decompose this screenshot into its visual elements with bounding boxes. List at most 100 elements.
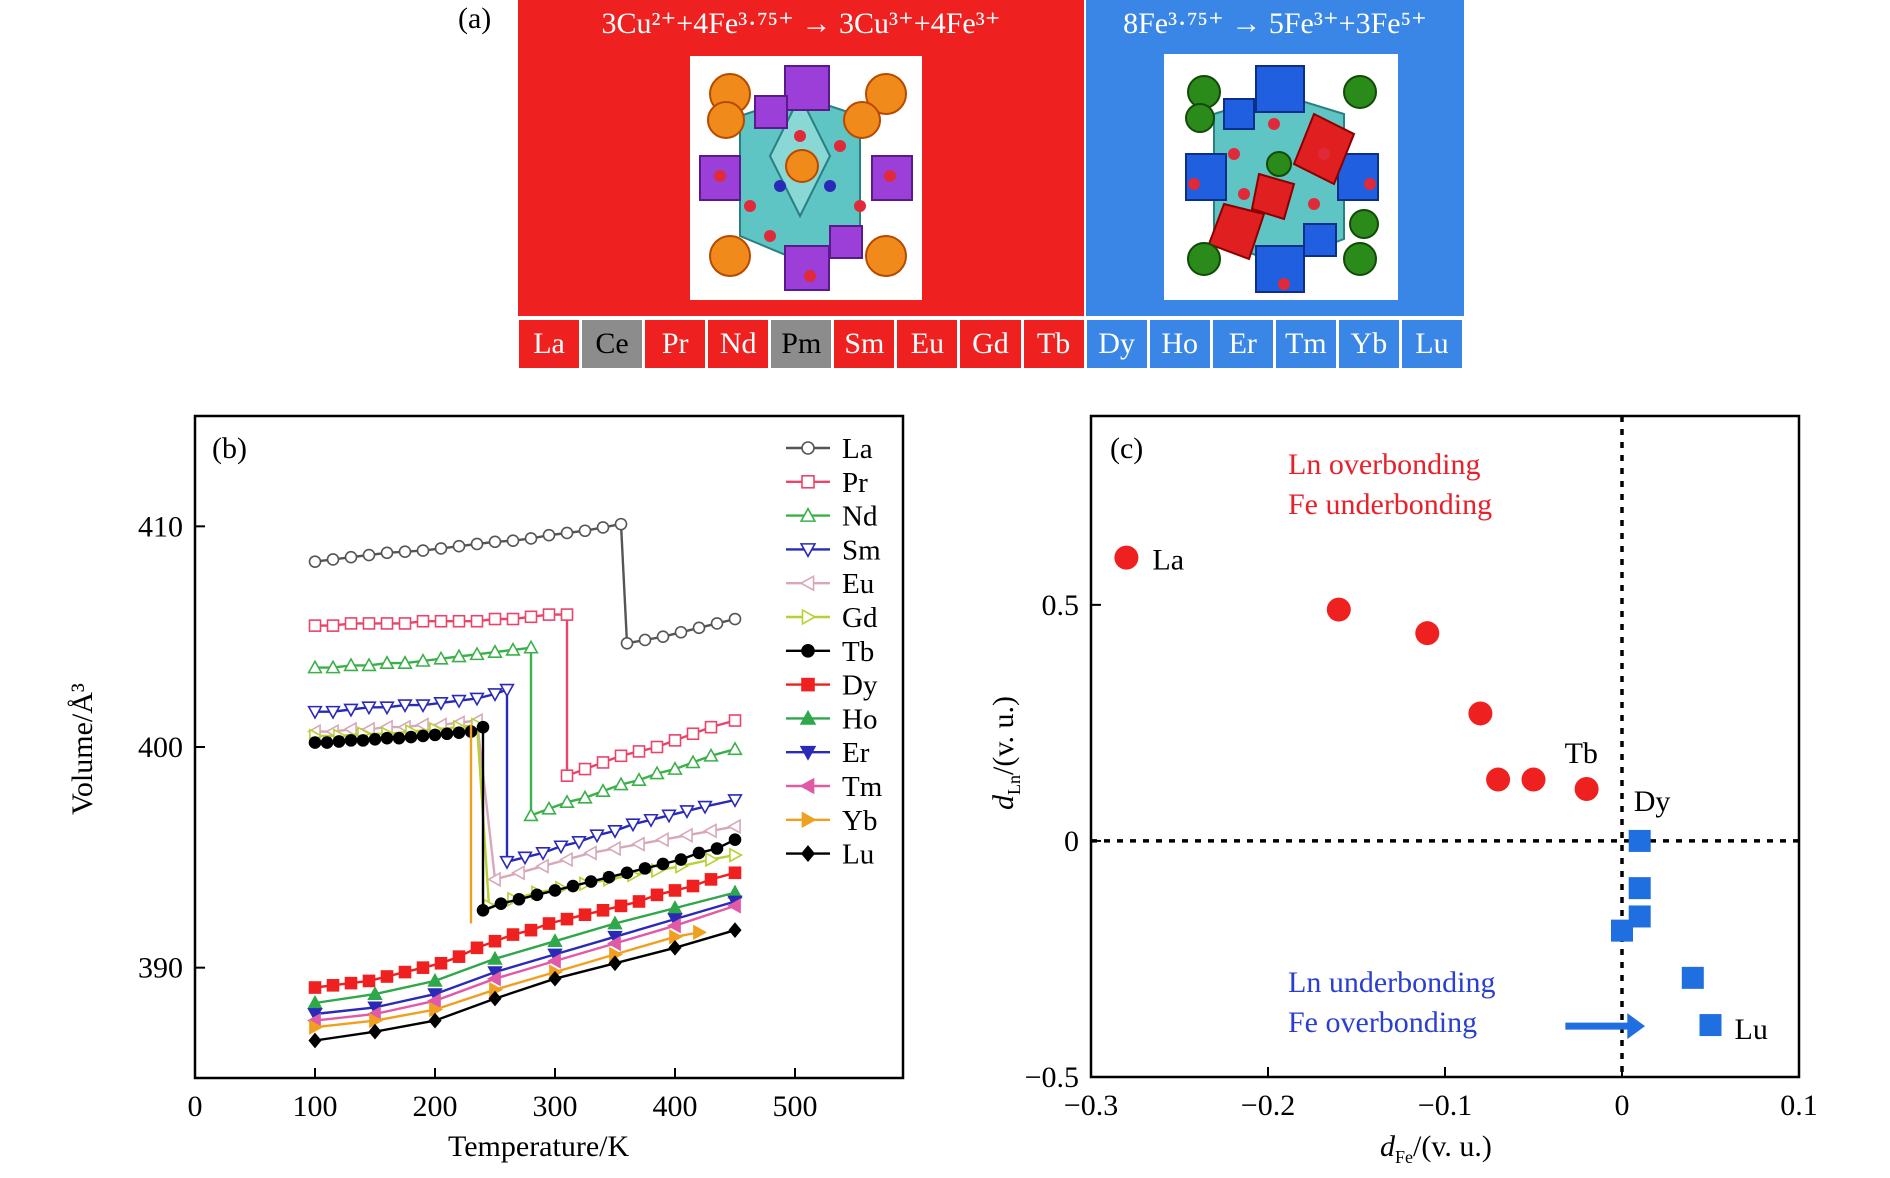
element-cell-ho: Ho	[1149, 320, 1210, 368]
data-point-tb	[452, 726, 466, 739]
data-point-la	[728, 612, 742, 626]
data-point-tb	[368, 732, 382, 746]
legend-marker-yb	[801, 811, 817, 829]
data-point-eu	[583, 845, 597, 861]
data-point-tb	[584, 875, 598, 888]
data-point-lu	[548, 970, 562, 987]
data-point-tb	[728, 833, 742, 846]
x-tick-label: −0.2	[1241, 1089, 1295, 1122]
red-data-point	[1574, 776, 1599, 801]
data-point-tm	[607, 935, 621, 952]
data-point-sm	[643, 813, 659, 828]
point-label-lu: Lu	[1735, 1013, 1768, 1046]
data-point-ho	[307, 995, 323, 1009]
data-point-dy	[506, 928, 520, 941]
data-point-tb	[710, 842, 724, 855]
chart-c-ylabel-sub: Ln	[1004, 774, 1024, 795]
right-reaction-equation: 8Fe³·⁷⁵⁺ → 5Fe³⁺+3Fe⁵⁺	[1123, 7, 1427, 40]
data-point-lu	[668, 939, 682, 956]
y-tick-label: 400	[138, 731, 183, 764]
series-line-tm	[314, 904, 736, 1022]
data-point-nd	[649, 765, 665, 780]
data-point-sm	[535, 847, 551, 861]
data-point-nd	[469, 646, 485, 661]
y-tick-label: 410	[138, 510, 183, 543]
data-point-dy	[578, 908, 592, 922]
data-point-nd	[397, 655, 413, 670]
legend-marker-pr	[801, 475, 815, 489]
data-point-tm	[487, 971, 501, 987]
legend-marker-dy	[801, 677, 815, 692]
legend-marker-nd	[799, 507, 817, 522]
data-point-la	[506, 534, 520, 547]
panel-b-label: (b)	[212, 432, 247, 465]
data-point-pr	[362, 617, 376, 630]
data-point-pr	[578, 762, 592, 776]
red-data-point	[1114, 545, 1139, 570]
data-point-sm	[325, 705, 341, 720]
data-point-eu	[655, 831, 669, 848]
element-cell-lu: Lu	[1401, 320, 1462, 368]
data-point-tb	[620, 866, 634, 880]
data-point-pr	[380, 617, 394, 630]
data-point-pr	[728, 714, 742, 727]
data-point-pr	[470, 614, 484, 628]
element-cell-ce: Ce	[582, 320, 643, 368]
y-tick-label: 0	[1064, 825, 1079, 858]
series-nd	[307, 639, 743, 822]
data-point-la	[542, 528, 556, 542]
data-point-la	[434, 542, 448, 555]
data-point-tb	[404, 730, 418, 744]
series-gd	[309, 717, 743, 914]
data-point-dy	[416, 961, 430, 974]
data-point-nd	[415, 652, 431, 667]
data-point-pr	[560, 769, 574, 782]
panel-a-label: (a)	[458, 2, 492, 35]
x-tick-label: 100	[293, 1090, 338, 1123]
data-point-eu	[679, 827, 693, 843]
data-point-pr	[452, 614, 466, 628]
data-point-nd	[541, 800, 557, 815]
blue-data-point	[1681, 966, 1704, 989]
data-point-tb	[308, 736, 322, 749]
data-point-dy	[704, 873, 718, 886]
red-data-point	[1521, 767, 1546, 792]
data-point-pr	[596, 756, 610, 769]
blue-data-point	[1611, 919, 1633, 942]
data-point-nd	[325, 659, 341, 674]
volume-vs-temperature-chart: 0 100 200 300 400 500 390 400 410 LaPrNdSmEuGdTb…	[138, 414, 905, 1123]
chart-c-xlabel-tail: /(v. u.)	[1413, 1130, 1492, 1163]
chart-b-ylabel: Volume/Å³	[66, 683, 99, 815]
data-point-la	[614, 517, 628, 531]
data-point-tb	[656, 857, 670, 871]
data-point-sm	[679, 805, 695, 819]
series-line-yb	[314, 931, 700, 1029]
element-cell-pm: Pm	[771, 320, 832, 368]
data-point-lu	[488, 990, 502, 1007]
data-point-nd	[343, 657, 359, 672]
chart-c-ylabel-tail: /(v. u.)	[987, 696, 1020, 775]
data-point-sm	[469, 692, 485, 707]
series-line-sm	[315, 687, 736, 864]
data-point-tb	[380, 731, 394, 745]
data-point-dy	[344, 976, 358, 990]
data-point-nd	[379, 655, 395, 670]
data-point-tb	[638, 862, 652, 875]
data-point-pr	[326, 619, 340, 632]
data-point-nd	[667, 761, 683, 775]
data-point-ho	[547, 933, 563, 948]
data-point-nd	[451, 648, 467, 663]
blue-data-point	[1628, 905, 1651, 928]
data-point-nd	[559, 794, 575, 809]
data-point-pr	[668, 734, 682, 747]
data-point-la	[656, 630, 670, 643]
data-point-pr	[686, 727, 700, 741]
annotation-fe-underbonding: Fe underbonding	[1288, 488, 1493, 521]
legend-marker-gd	[801, 608, 817, 626]
left-reaction-equation: 3Cu²⁺+4Fe³·⁷⁵⁺ → 3Cu³⁺+4Fe³⁺	[601, 7, 1001, 40]
data-point-dy	[614, 899, 628, 913]
legend-marker-la	[801, 441, 815, 455]
element-cell-er: Er	[1212, 320, 1273, 368]
series-la	[308, 517, 742, 650]
data-point-yb	[669, 929, 683, 945]
